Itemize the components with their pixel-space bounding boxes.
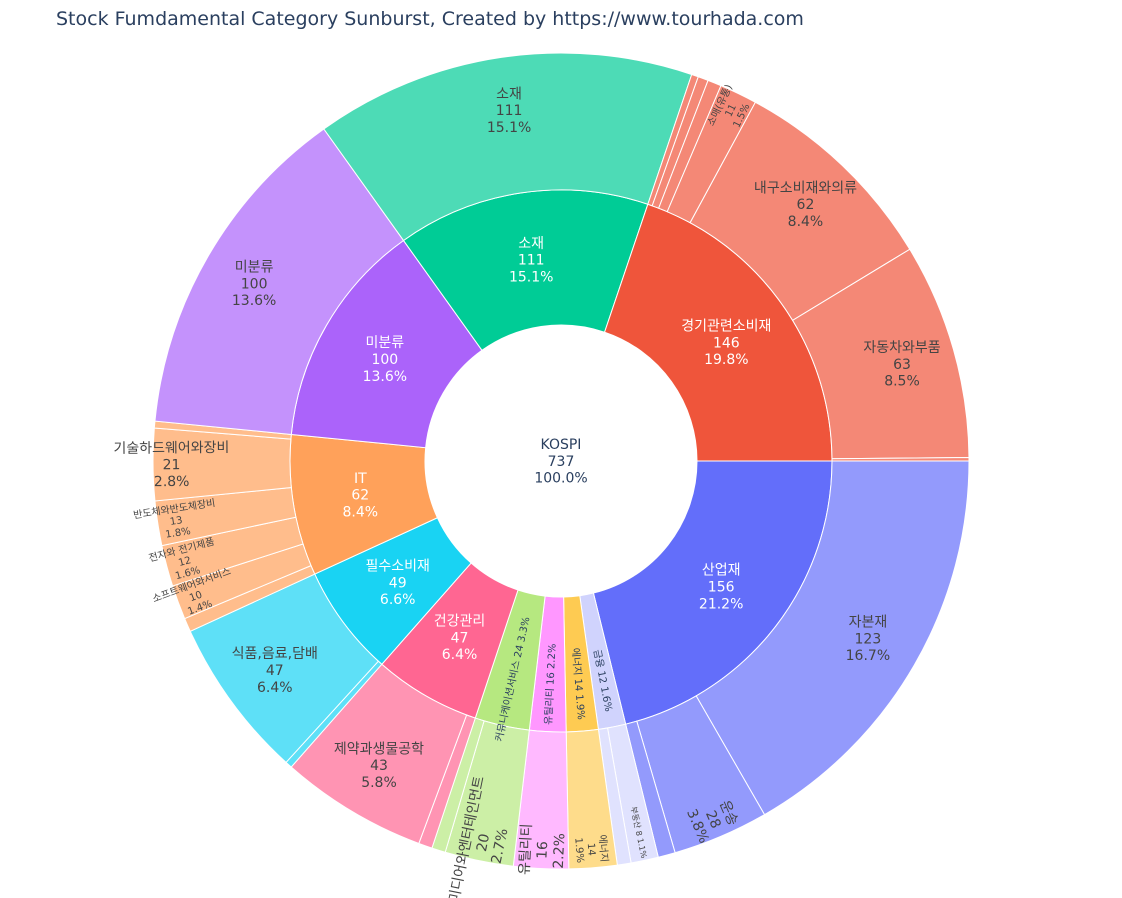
root-label-line: 737 [548,454,575,470]
subsector-label-기술하드웨어와장비-line: 기술하드웨어와장비 [113,440,229,457]
subsector-label-유틸리티-line: 16 [534,841,551,860]
subsector-label-자동차와부품-line: 8.5% [884,374,920,390]
subsector-label-반도체와반도체장비-line: 13 [169,515,183,528]
sector-label-산업재-line: 21.2% [699,596,743,612]
subsector-label-반도체와반도체장비-line: 1.8% [165,526,192,541]
subsector-label-소매-유통--line: 11 [723,103,738,119]
sector-label-건강관리-line: 47 [451,630,469,646]
subsector-segment[interactable] [831,457,970,462]
subsector-label-식품-음료-담배-line: 6.4% [257,680,293,696]
sector-label-경기관련소비재-line: 경기관련소비재 [681,318,771,334]
subsector-label-소재-line: 111 [496,103,523,119]
subsector-label-소재-line: 소재 [496,86,522,102]
subsector-label-기술하드웨어와장비-line: 21 [163,457,181,473]
sector-label-미분류-line: 13.6% [363,369,407,385]
subsector-label-식품-음료-담배-line: 식품,음료,담배 [232,646,318,662]
subsector-label-에너지-line: 1.9% [572,837,585,863]
sector-label-산업재-line: 산업재 [702,563,741,579]
sector-label-IT-line: IT [354,471,367,487]
subsector-label-자본재-line: 123 [855,631,882,647]
subsector-label-유틸리티-line: 2.2% [551,833,569,869]
sector-label-미분류-line: 미분류 [366,335,405,351]
subsector-label-유틸리티-line: 유틸리티 [517,823,536,875]
subsector-label-미분류-line: 미분류 [235,260,274,276]
subsector-label-제약과생물공학-line: 43 [370,758,388,774]
sector-label-소재-line: 111 [518,253,545,269]
sector-label-유틸리티-line: 유틸리티 16 2.2% [542,643,559,725]
subsector-label-자동차와부품-line: 63 [893,357,911,373]
sector-label-필수소비재-line: 6.6% [380,592,416,608]
chart-title: Stock Fumdamental Category Sunburst, Cre… [56,8,804,30]
subsector-label-제약과생물공학-line: 제약과생물공학 [334,741,424,757]
subsector-label-식품-음료-담배-line: 47 [266,663,284,679]
subsector-label-제약과생물공학-line: 5.8% [361,775,397,791]
sector-label-소재-line: 15.1% [509,269,553,285]
root-label-line: 100.0% [534,471,587,487]
subsector-label-내구소비재와의류-line: 8.4% [788,214,824,230]
sector-label-에너지-line: 에너지 14 1.9% [569,647,587,720]
sector-label-유틸리티: 유틸리티 16 2.2% [542,643,559,725]
sector-label-건강관리-line: 6.4% [442,647,478,663]
sector-label-필수소비재-line: 필수소비재 [365,559,429,575]
subsector-label-에너지-line: 에너지 [596,834,610,862]
sector-label-경기관련소비재-line: 19.8% [704,352,748,368]
subsector-label-미디어와엔터테인먼트-line: 20 [474,832,493,853]
sector-label-소재-line: 소재 [518,236,544,252]
sector-label-산업재-line: 156 [708,579,735,595]
subsector-label-내구소비재와의류-line: 내구소비재와의류 [754,180,857,196]
subsector-label-운송-line: 28 [702,808,724,831]
sector-label-에너지: 에너지 14 1.9% [569,647,587,720]
subsector-label-기술하드웨어와장비-line: 2.8% [154,474,190,490]
subsector-label-에너지-line: 14 [585,843,597,857]
subsector-label-소프트웨어와서비스-line: 10 [188,590,204,605]
subsector-label-전자와-전기제품-line: 12 [177,555,192,569]
subsector-label-유틸리티: 유틸리티 16 2.2% [517,823,569,875]
subsector-label-자본재-line: 자본재 [849,615,888,631]
sector-label-경기관련소비재-line: 146 [713,335,740,351]
sector-label-IT-line: 62 [351,488,369,504]
sector-label-필수소비재-line: 49 [389,575,407,591]
subsector-label-소재-line: 15.1% [487,120,531,136]
sunburst-arcs [152,52,970,870]
sector-label-건강관리-line: 건강관리 [434,613,486,629]
root-label-line: KOSPI [541,437,582,453]
subsector-label-미디어와엔터테인먼트-line: 2.7% [489,827,512,865]
subsector-label-자동차와부품-line: 자동차와부품 [863,340,940,356]
subsector-label-내구소비재와의류-line: 62 [797,197,815,213]
subsector-label-자본재-line: 16.7% [846,648,890,664]
sector-label-IT-line: 8.4% [343,504,379,520]
subsector-자본재[interactable] [695,460,970,816]
subsector-label-미분류-line: 13.6% [232,293,276,309]
sector-label-미분류-line: 100 [371,352,398,368]
subsector-label-미분류-line: 100 [241,276,268,292]
